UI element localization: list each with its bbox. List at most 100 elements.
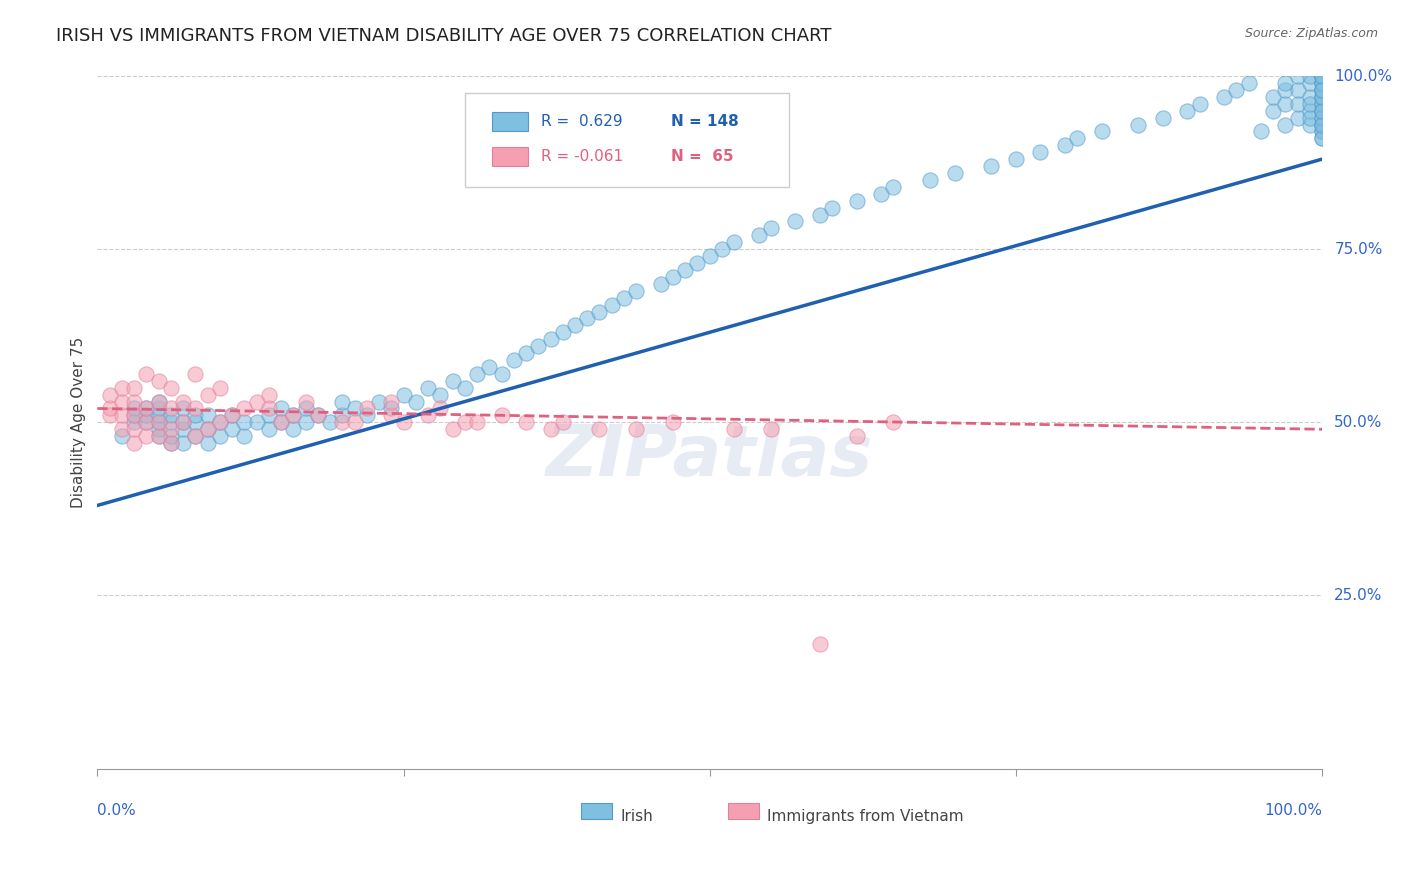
Point: [1225, 83, 1247, 97]
Point: [1188, 96, 1211, 111]
Point: [122, 394, 145, 409]
Point: [1310, 118, 1333, 132]
Point: [172, 422, 194, 436]
Point: [748, 228, 770, 243]
Point: [257, 409, 280, 423]
Point: [1128, 118, 1150, 132]
Point: [135, 401, 157, 416]
Point: [148, 429, 170, 443]
Point: [662, 415, 685, 429]
Point: [845, 194, 868, 208]
Point: [1310, 76, 1333, 90]
Point: [1286, 111, 1309, 125]
Point: [356, 409, 378, 423]
Point: [1299, 90, 1322, 104]
Point: [1310, 83, 1333, 97]
Point: [1299, 69, 1322, 83]
Point: [1299, 76, 1322, 90]
Point: [1091, 124, 1114, 138]
Point: [160, 429, 183, 443]
Point: [1310, 69, 1333, 83]
Point: [307, 409, 329, 423]
Point: [673, 263, 696, 277]
Point: [184, 409, 207, 423]
Text: Immigrants from Vietnam: Immigrants from Vietnam: [768, 809, 965, 824]
Bar: [581, 804, 612, 819]
Point: [785, 214, 807, 228]
Point: [943, 166, 966, 180]
Point: [135, 409, 157, 423]
Point: [135, 401, 157, 416]
Point: [1237, 76, 1260, 90]
Point: [197, 409, 219, 423]
Text: 0.0%: 0.0%: [97, 804, 136, 818]
Point: [1152, 111, 1174, 125]
Point: [380, 394, 402, 409]
Point: [1310, 111, 1333, 125]
Point: [478, 359, 501, 374]
Point: [882, 415, 904, 429]
Text: N = 148: N = 148: [671, 114, 738, 129]
Point: [650, 277, 672, 291]
Point: [172, 415, 194, 429]
Bar: [728, 804, 759, 819]
Point: [197, 436, 219, 450]
Point: [380, 409, 402, 423]
Point: [576, 311, 599, 326]
Text: Irish: Irish: [620, 809, 652, 824]
Point: [1310, 103, 1333, 118]
Point: [502, 353, 524, 368]
Point: [122, 401, 145, 416]
Point: [454, 415, 477, 429]
Point: [1177, 103, 1199, 118]
Point: [122, 409, 145, 423]
Point: [1261, 103, 1284, 118]
Point: [148, 401, 170, 416]
Point: [148, 374, 170, 388]
Point: [416, 381, 439, 395]
Point: [208, 429, 231, 443]
Point: [1310, 103, 1333, 118]
FancyBboxPatch shape: [465, 94, 789, 186]
Point: [920, 173, 942, 187]
Point: [1310, 118, 1333, 132]
Point: [723, 235, 745, 250]
Point: [1310, 69, 1333, 83]
Bar: [492, 146, 529, 166]
Point: [283, 409, 305, 423]
Point: [759, 221, 782, 235]
Point: [197, 387, 219, 401]
Point: [1299, 118, 1322, 132]
Point: [197, 422, 219, 436]
Point: [1066, 131, 1088, 145]
Point: [808, 637, 831, 651]
Point: [283, 409, 305, 423]
Text: 50.0%: 50.0%: [1334, 415, 1382, 430]
Point: [1310, 90, 1333, 104]
Point: [1274, 118, 1296, 132]
Point: [135, 429, 157, 443]
Point: [699, 249, 721, 263]
Point: [1310, 69, 1333, 83]
Point: [122, 381, 145, 395]
Point: [148, 394, 170, 409]
Point: [135, 415, 157, 429]
Point: [1299, 111, 1322, 125]
Point: [613, 291, 636, 305]
Point: [368, 394, 391, 409]
Point: [1299, 96, 1322, 111]
Point: [392, 415, 415, 429]
Point: [1250, 124, 1272, 138]
Point: [270, 415, 292, 429]
Point: [1310, 76, 1333, 90]
Point: [821, 201, 844, 215]
Point: [160, 422, 183, 436]
Point: [111, 394, 134, 409]
Point: [257, 422, 280, 436]
Point: [515, 415, 537, 429]
Point: [208, 415, 231, 429]
Point: [564, 318, 586, 333]
Point: [491, 409, 513, 423]
Bar: [492, 112, 529, 131]
Point: [465, 367, 488, 381]
